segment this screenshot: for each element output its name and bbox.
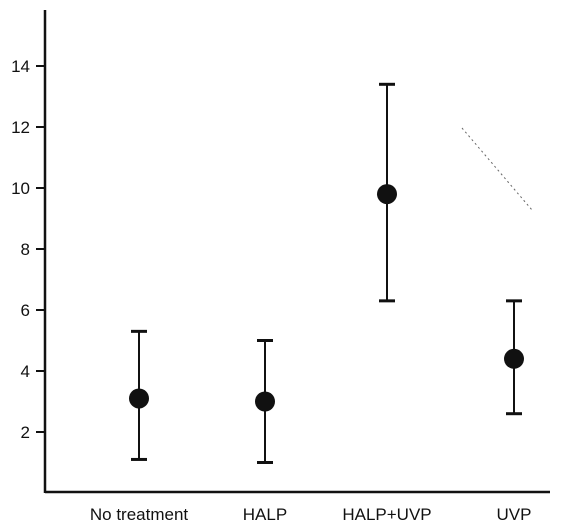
y-tick-label: 8 — [21, 240, 30, 259]
stray-mark — [461, 127, 533, 211]
x-tick-label: HALP — [243, 505, 287, 524]
data-points — [129, 184, 524, 412]
y-tick-label: 2 — [21, 423, 30, 442]
x-tick-label: No treatment — [90, 505, 189, 524]
data-point — [377, 184, 397, 205]
x-tick-label: HALP+UVP — [342, 505, 431, 524]
data-point — [255, 391, 275, 412]
y-ticks: 2 4 6 8 10 12 14 — [11, 57, 45, 442]
y-tick-label: 6 — [21, 301, 30, 320]
error-bars — [131, 82, 522, 464]
y-tick-label: 12 — [11, 118, 30, 137]
y-tick-label: 14 — [11, 57, 30, 76]
y-tick-label: 10 — [11, 179, 30, 198]
x-tick-label: UVP — [497, 505, 532, 524]
x-tick-labels: No treatment HALP HALP+UVP UVP — [90, 505, 532, 524]
y-tick-label: 4 — [21, 362, 30, 381]
data-point — [129, 388, 149, 409]
data-point — [504, 348, 524, 369]
